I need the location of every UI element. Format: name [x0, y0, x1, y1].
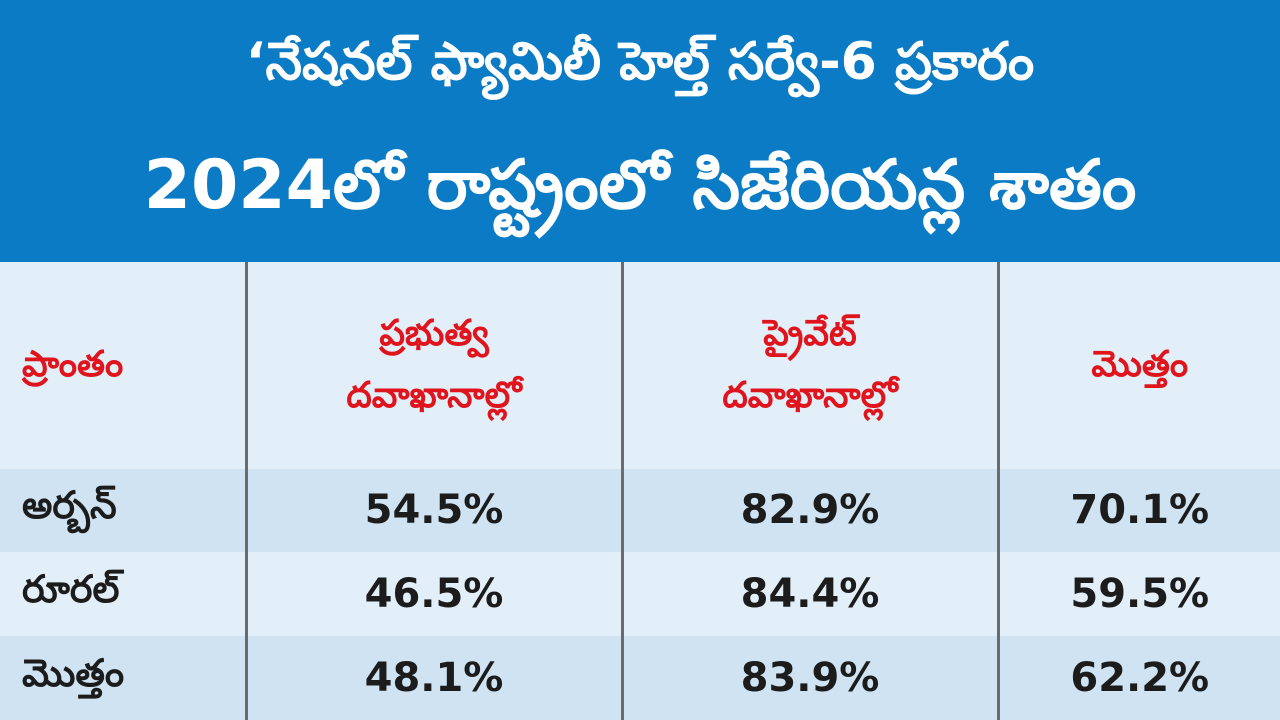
row-region-label: మొత్తం	[0, 636, 246, 720]
total-value: 59.5%	[996, 552, 1280, 637]
total-value: 70.1%	[996, 468, 1280, 553]
government-value: 46.5%	[244, 552, 622, 637]
column-header-private: ప్రైవేట్ దవాఖానాల్లో	[620, 262, 998, 469]
table-row: రూరల్ 46.5% 84.4% 59.5%	[0, 552, 1280, 637]
government-value: 48.1%	[244, 636, 622, 720]
survey-subtitle: ‘నేషనల్ ఫ్యామిలీ హెల్త్ సర్వే-6 ప్రకారం	[245, 32, 1035, 92]
total-value: 62.2%	[996, 636, 1280, 720]
private-value: 83.9%	[620, 636, 998, 720]
column-header-total: మొత్తం	[996, 262, 1280, 469]
government-value: 54.5%	[244, 468, 622, 553]
table-row: అర్బన్ 54.5% 82.9% 70.1%	[0, 468, 1280, 553]
header-banner: ‘నేషనల్ ఫ్యామిలీ హెల్త్ సర్వే-6 ప్రకారం …	[0, 0, 1280, 262]
private-value: 84.4%	[620, 552, 998, 637]
page-title: 2024లో రాష్ట్రంలో సిజేరియన్ల శాతం	[143, 146, 1137, 225]
column-header-government: ప్రభుత్వ దవాఖానాల్లో	[244, 262, 622, 469]
cesarean-rate-table: ప్రాంతం ప్రభుత్వ దవాఖానాల్లో ప్రైవేట్ దవ…	[0, 262, 1280, 720]
row-region-label: రూరల్	[0, 552, 246, 637]
private-value: 82.9%	[620, 468, 998, 553]
table-row: మొత్తం 48.1% 83.9% 62.2%	[0, 636, 1280, 720]
column-header-region: ప్రాంతం	[0, 262, 246, 469]
row-region-label: అర్బన్	[0, 468, 246, 553]
table-header-row: ప్రాంతం ప్రభుత్వ దవాఖానాల్లో ప్రైవేట్ దవ…	[0, 262, 1280, 469]
